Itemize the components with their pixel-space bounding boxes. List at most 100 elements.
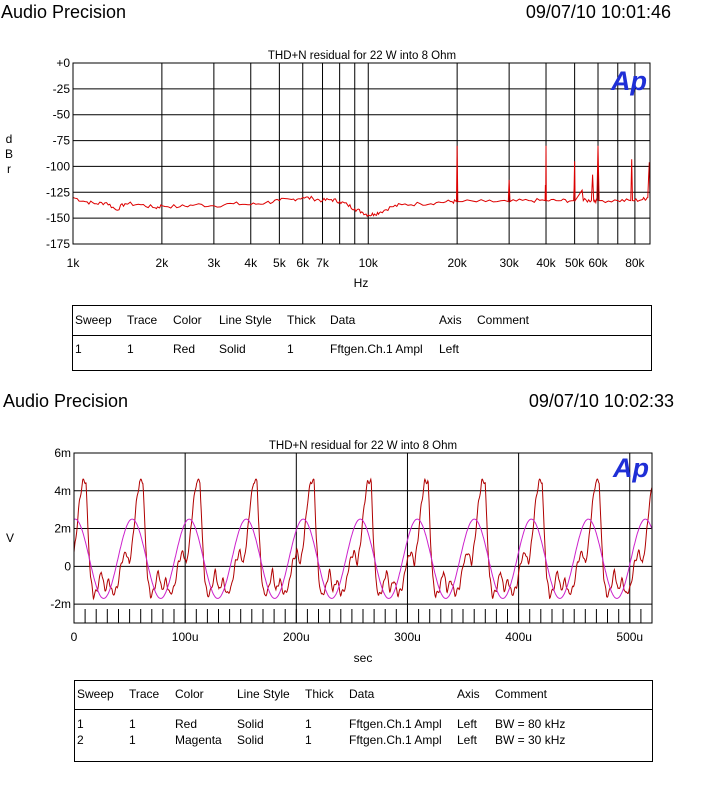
panel2-header-title: Audio Precision [3,391,129,411]
chart1-x-tick-label: 20k [447,256,467,270]
chart1-x-tick-label: 30k [499,256,519,270]
chart2-series-magenta-line [73,518,653,599]
chart2-plot-frame [73,452,653,624]
chart1-x-tick-label: 5k [273,256,287,270]
chart1-logo: Ap [610,66,647,96]
legend1-header-comment: Comment [477,313,530,327]
legend1-cell: 1 [287,342,294,356]
legend2-cell: 1 [305,733,312,747]
legend2-header-data: Data [349,687,375,701]
chart1-series [72,145,651,218]
legend1-header-data: Data [330,313,356,327]
legend1-cell: Fftgen.Ch.1 Ampl [330,342,423,356]
chart1-title: THD+N residual for 22 W into 8 Ohm [268,50,456,62]
legend2-cell: Left [457,717,478,731]
legend1-header-line-style: Line Style [219,313,272,327]
legend2-cell: Left [457,733,478,747]
chart1-x-tick-label: 1k [67,256,81,270]
legend2-cell: Magenta [175,733,222,747]
chart1-x-tick-label: 2k [156,256,170,270]
chart1-x-tick-labels: 1k 2k 3k 4k 5k 6k 7k 10k 20k 30k 40k 50k 60k 80k [67,256,646,270]
chart1-y-tick-label: -25 [53,82,71,96]
chart1-y-tick-label: -125 [46,185,70,199]
legend2-cell: Solid [237,733,264,747]
chart2-x-tick-labels: 0 100u 200u 300u 400u 500u [71,630,643,644]
chart1-plot-frame [72,62,651,245]
panel1-header-title: Audio Precision [1,2,127,22]
legend1-cell: 1 [75,342,82,356]
chart2-y-tick-labels: -2m 0 2m 4m 6m [50,446,71,611]
chart2-x-tick-label: 300u [394,630,421,644]
chart1-y-tick-label: -50 [53,108,71,122]
legend1-cell: Red [173,342,196,356]
chart2-x-tick-label: 200u [283,630,310,644]
chart1-y-tick-label: +0 [56,56,70,70]
legend2-cell: 1 [77,717,84,731]
legend2-header-line-style: Line Style [237,687,290,701]
chart1-y-axis-label-letter: r [7,162,11,176]
chart1-x-tick-label: 6k [296,256,310,270]
legend2-cell: 1 [305,717,312,731]
chart2-y-tick-label: 2m [54,522,71,536]
chart2-series [73,477,653,601]
legend1-header-thick: Thick [287,313,316,327]
chart1-y-tick-label: -100 [46,159,70,173]
chart1-series-line [72,145,651,218]
chart2-logo: Ap [612,453,649,483]
legend2-cell: 1 [129,717,136,731]
legend2-cell: 1 [129,733,136,747]
chart1-x-axis-label: Hz [354,276,369,290]
chart1-y-tick-label: -175 [46,237,70,251]
panel1-header-time: 09/07/10 10:01:46 [525,2,671,22]
legend2-header-color: Color [175,687,204,701]
legend1-cell: Solid [219,342,246,356]
chart1-y-tick-label: -75 [53,134,71,148]
chart2-y-tick-label: -2m [50,597,71,611]
chart1-x-tick-label: 50k [565,256,585,270]
chart2-y-tick-label: 4m [54,484,71,498]
chart1-x-tick-label: 60k [588,256,608,270]
chart1-y-axis-label-letter: B [5,147,13,161]
legend1-header-axis: Axis [439,313,462,327]
panel2-legend: Sweep Trace Color Line Style Thick Data Axis Co… [74,680,653,762]
chart2-x-tick-label: 0 [71,630,78,644]
legend2-header-divider [75,709,652,710]
chart1-y-tick-label: -150 [46,211,70,225]
legend2-cell: Solid [237,717,264,731]
chart1-y-axis-label-letter: d [6,132,13,146]
chart2-minor-ticks [73,609,653,623]
chart2-x-tick-label: 100u [172,630,199,644]
legend2-cell: BW = 30 kHz [495,733,566,747]
chart1-y-axis-label: dBr [5,132,13,176]
chart1-x-tick-label: 3k [208,256,222,270]
legend2-cell: Fftgen.Ch.1 Ampl [349,717,442,731]
chart2-x-axis-label: sec [354,651,373,665]
chart1-x-tick-label: 40k [536,256,556,270]
chart1-y-tick-labels: +0 -25 -50 -75 -100 -125 -150 -175 [46,56,70,251]
chart1-x-tick-label: 7k [316,256,330,270]
chart2-series-red-line [73,477,653,601]
legend2-header-sweep: Sweep [77,687,114,701]
panel1-legend: Sweep Trace Color Line Style Thick Data Axis Co… [72,305,652,371]
chart2-y-axis-label: V [6,531,14,545]
panel2-chart: THD+N residual for 22 W into 8 Ohm -2m 0 2… [0,430,726,675]
chart2-y-tick-label: 0 [64,559,71,573]
chart1-x-tick-label: 10k [359,256,379,270]
legend1-header-color: Color [173,313,202,327]
legend2-header-axis: Axis [457,687,480,701]
legend2-header-comment: Comment [495,687,548,701]
chart1-x-tick-label: 4k [244,256,258,270]
chart2-grid [74,452,652,623]
legend1-header-divider [73,335,651,336]
legend1-header-sweep: Sweep [75,313,112,327]
chart2-x-tick-label: 500u [616,630,643,644]
legend1-cell: Left [439,342,460,356]
legend2-cell: BW = 80 kHz [495,717,566,731]
panel1-chart: THD+N residual for 22 W into 8 Ohm +0 -25… [0,40,726,300]
chart2-title: THD+N residual for 22 W into 8 Ohm [269,440,457,452]
panel2-header-time: 09/07/10 10:02:33 [528,391,674,411]
legend1-header-trace: Trace [127,313,158,327]
legend2-cell: 2 [77,733,84,747]
legend2-header-trace: Trace [129,687,160,701]
chart2-x-tick-label: 400u [505,630,532,644]
